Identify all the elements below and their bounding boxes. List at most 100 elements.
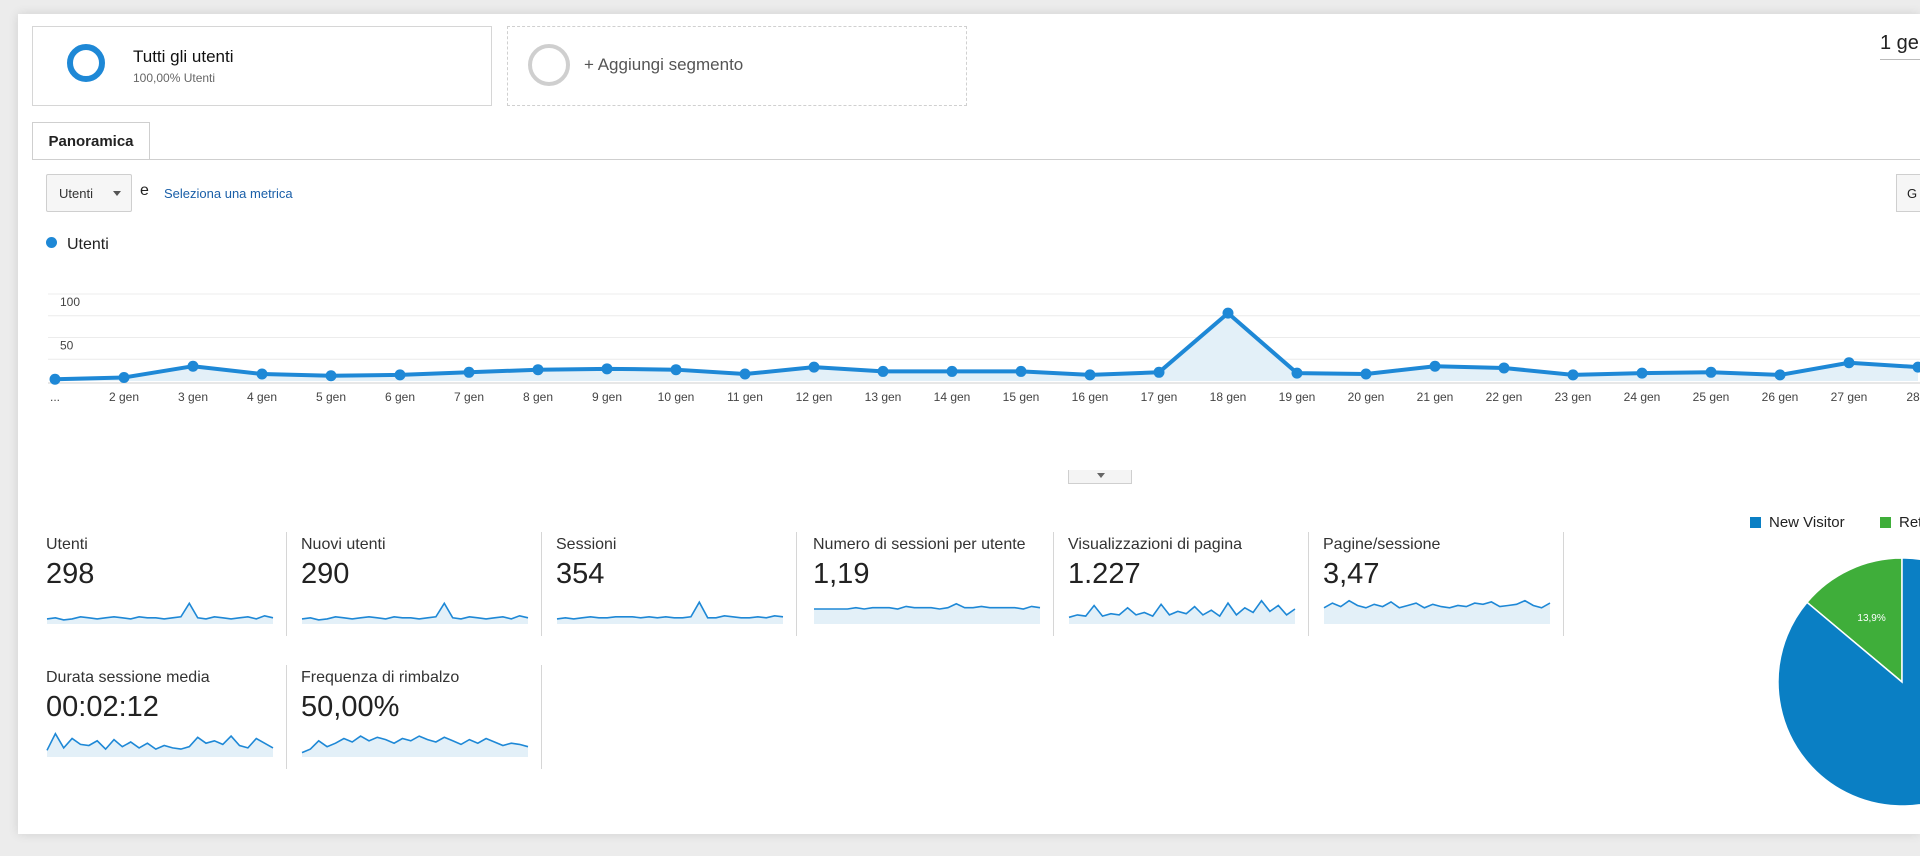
sparkline-line — [1068, 599, 1296, 619]
metric-tile[interactable]: Sessioni 354 — [556, 536, 796, 646]
add-segment-button[interactable]: + Aggiungi segmento — [507, 26, 967, 106]
x-tick-label: 13 gen — [865, 390, 902, 404]
tile-divider — [796, 532, 797, 636]
chart-options-button[interactable]: G — [1896, 174, 1920, 212]
x-tick-label: 23 gen — [1555, 390, 1592, 404]
dashboard-card: Tutti gli utenti 100,00% Utenti + Aggiun… — [18, 14, 1920, 834]
metric-value: 1.227 — [1068, 558, 1141, 590]
data-point[interactable] — [946, 365, 958, 377]
metric-label: Nuovi utenti — [301, 536, 386, 553]
segment-all-users[interactable]: Tutti gli utenti 100,00% Utenti — [32, 26, 492, 106]
data-point[interactable] — [1429, 360, 1441, 372]
x-tick-label: ... — [50, 390, 60, 404]
metric-tile[interactable]: Durata sessione media 00:02:12 — [46, 669, 286, 779]
metric-label: Visualizzazioni di pagina — [1068, 536, 1243, 553]
series-line-utenti — [54, 311, 1919, 382]
sparkline-area — [1069, 600, 1295, 624]
select-metric-link[interactable]: Seleziona una metrica — [164, 186, 293, 201]
segment-subtitle: 100,00% Utenti — [133, 71, 216, 85]
data-point[interactable] — [394, 369, 406, 381]
metric-label: Pagine/sessione — [1323, 536, 1441, 553]
metric-tile[interactable]: Utenti 298 — [46, 536, 286, 646]
data-point[interactable] — [877, 365, 889, 377]
x-tick-label: 19 gen — [1279, 390, 1316, 404]
metric-value: 1,19 — [813, 558, 870, 590]
data-point[interactable] — [1843, 357, 1855, 369]
data-point[interactable] — [1084, 369, 1096, 381]
data-point[interactable] — [1774, 369, 1786, 381]
data-point[interactable] — [1912, 361, 1920, 373]
segment-placeholder-icon — [528, 44, 570, 86]
data-point[interactable] — [601, 363, 613, 375]
chart-legend: Utenti — [46, 236, 109, 254]
tile-divider — [1053, 532, 1054, 636]
metric-tile[interactable]: Frequenza di rimbalzo 50,00% — [301, 669, 541, 779]
data-point[interactable] — [49, 373, 61, 385]
x-tick-label: 18 gen — [1210, 390, 1247, 404]
sparkline-area — [47, 733, 273, 757]
metric-tile[interactable]: Numero di sessioni per utente 1,19 — [813, 536, 1053, 646]
tab-divider — [32, 159, 1920, 160]
tile-divider — [286, 532, 287, 636]
metric-tile[interactable]: Pagine/sessione 3,47 — [1323, 536, 1563, 646]
sparkline — [1323, 599, 1551, 624]
data-point[interactable] — [1705, 366, 1717, 378]
data-point[interactable] — [1567, 369, 1579, 381]
data-point[interactable] — [256, 368, 268, 380]
metric-value: 3,47 — [1323, 558, 1380, 590]
legend-square-icon — [1880, 516, 1891, 528]
metric-tile[interactable]: Nuovi utenti 290 — [301, 536, 541, 646]
metric-label: Durata sessione media — [46, 669, 210, 686]
pie-slice[interactable] — [1805, 557, 1903, 684]
data-point[interactable] — [1360, 368, 1372, 380]
metric-label: Utenti — [46, 536, 88, 553]
x-tick-label: 27 gen — [1831, 390, 1868, 404]
metric-tile[interactable]: Visualizzazioni di pagina 1.227 — [1068, 536, 1308, 646]
pie-slice[interactable] — [1778, 557, 1920, 807]
data-point[interactable] — [1015, 365, 1027, 377]
metric-dropdown-value: Utenti — [59, 186, 93, 201]
x-tick-label: 8 gen — [523, 390, 553, 404]
sparkline-line — [1323, 599, 1551, 609]
metric-value: 50,00% — [301, 691, 400, 723]
tile-divider — [286, 665, 287, 769]
x-tick-label: 12 gen — [796, 390, 833, 404]
sparkline — [301, 601, 529, 624]
pie-legend-new-visitor: New Visitor — [1750, 514, 1845, 531]
data-point[interactable] — [187, 360, 199, 372]
data-point[interactable] — [670, 364, 682, 376]
sparkline — [46, 732, 274, 757]
chart-expander-button[interactable] — [1068, 470, 1132, 484]
data-point[interactable] — [118, 372, 130, 384]
x-tick-label: 17 gen — [1141, 390, 1178, 404]
x-tick-label: 6 gen — [385, 390, 415, 404]
data-point[interactable] — [463, 366, 475, 378]
data-point[interactable] — [808, 361, 820, 373]
metric-dropdown[interactable]: Utenti — [46, 174, 132, 212]
data-point[interactable] — [1153, 366, 1165, 378]
data-point[interactable] — [1636, 367, 1648, 379]
data-point[interactable] — [532, 364, 544, 376]
tab-panoramica[interactable]: Panoramica — [32, 122, 150, 160]
metric-label: Frequenza di rimbalzo — [301, 669, 460, 686]
sparkline — [814, 602, 1041, 624]
x-tick-label: 16 gen — [1072, 390, 1109, 404]
sparkline-area — [302, 603, 528, 624]
sparkline-line — [46, 601, 274, 621]
y-tick-label: 100 — [60, 295, 80, 309]
data-point[interactable] — [739, 368, 751, 380]
pie-legend-label: Returning Visitor — [1899, 514, 1920, 531]
date-range-picker[interactable]: 1 gen — [1880, 32, 1920, 60]
chevron-down-icon — [1097, 473, 1105, 478]
data-point[interactable] — [1222, 307, 1234, 319]
data-point[interactable] — [1498, 362, 1510, 374]
metric-label: Numero di sessioni per utente — [813, 536, 1026, 553]
x-tick-label: 7 gen — [454, 390, 484, 404]
sparkline-line — [301, 601, 529, 621]
x-tick-label: 22 gen — [1486, 390, 1523, 404]
legend-square-icon — [1750, 516, 1761, 528]
data-point[interactable] — [1291, 367, 1303, 379]
data-point[interactable] — [325, 370, 337, 382]
tile-divider — [541, 665, 542, 769]
metric-value: 354 — [556, 558, 605, 590]
